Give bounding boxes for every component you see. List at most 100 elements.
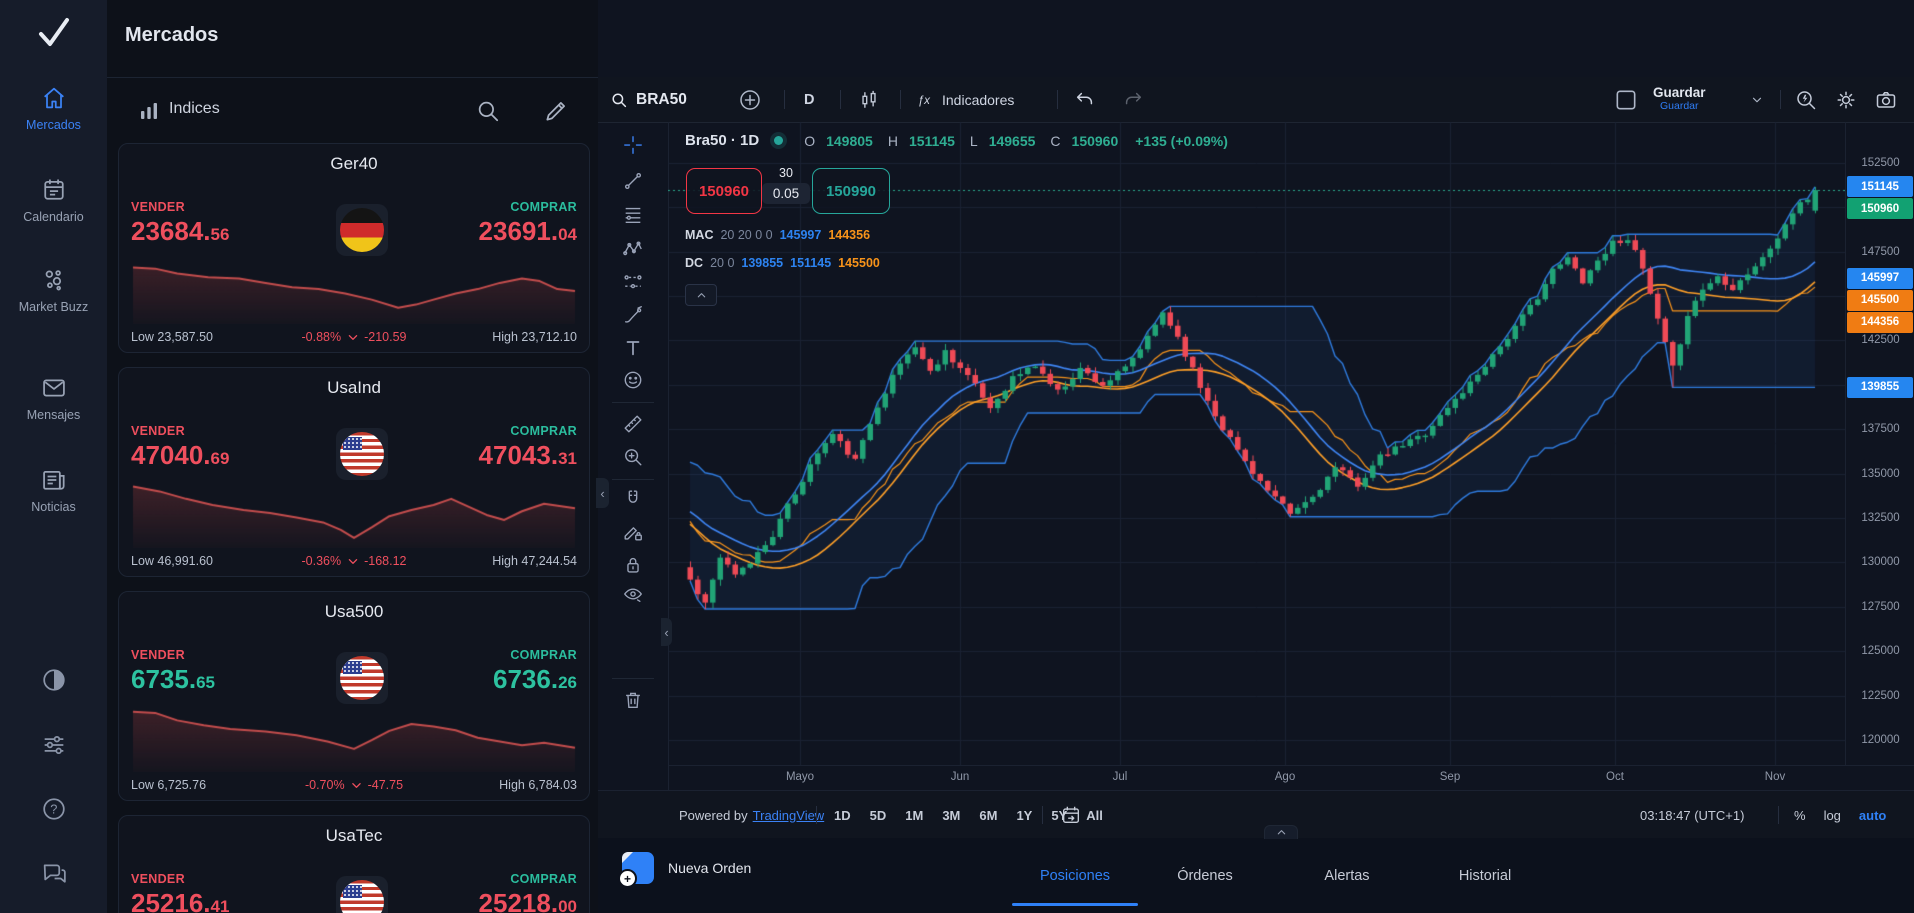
zoomin-tool-icon[interactable] xyxy=(622,446,644,468)
tab-historial[interactable]: Historial xyxy=(1458,868,1512,884)
sell-price: 6735.65 xyxy=(131,664,215,694)
indicators-button[interactable]: ƒx Indicadores xyxy=(916,77,1015,122)
editlock-tool-icon[interactable] xyxy=(622,521,644,543)
contrast-icon[interactable] xyxy=(40,666,68,694)
search-icon[interactable] xyxy=(475,98,501,124)
save-sub-label: Guardar xyxy=(1660,100,1699,113)
new-order-button[interactable]: + Nueva Orden xyxy=(618,852,751,888)
interval-button[interactable]: D xyxy=(804,77,814,122)
tradingview-link[interactable]: TradingView xyxy=(752,807,825,823)
markets-header: Mercados xyxy=(107,0,598,78)
range-1y[interactable]: 1Y xyxy=(1016,807,1033,823)
chart-legend[interactable]: Bra50 · 1D O 149805 H 151145 L 149655 C 1509… xyxy=(685,132,1228,149)
goto-date-button[interactable] xyxy=(1060,791,1082,839)
help-icon[interactable]: ? xyxy=(40,795,68,823)
collapse-drawbar-handle[interactable]: ‹ xyxy=(661,618,672,646)
compare-add-button[interactable] xyxy=(738,77,762,122)
sidebar-item-market-buzz[interactable]: Market Buzz xyxy=(0,266,107,316)
toolbar-divider xyxy=(612,402,654,403)
sell-label: VENDER xyxy=(131,200,185,214)
de-flag-icon xyxy=(340,208,384,252)
sell-button[interactable]: 150960 xyxy=(686,168,762,215)
padlock-tool-icon[interactable] xyxy=(622,554,644,576)
buy-quote[interactable]: COMPRAR 47043.31 xyxy=(479,424,577,471)
sell-quote[interactable]: VENDER 47040.69 xyxy=(131,424,229,471)
save-menu-button[interactable] xyxy=(1750,77,1764,122)
symbol-search-button[interactable]: BRA50 xyxy=(610,77,687,122)
tab-ordenes[interactable]: Órdenes xyxy=(1177,868,1233,884)
buy-quote[interactable]: COMPRAR 25218.00 xyxy=(479,872,577,913)
sell-quote[interactable]: VENDER 25216.41 xyxy=(131,872,229,913)
layout-button[interactable] xyxy=(1613,77,1639,122)
sliders-icon[interactable] xyxy=(40,731,68,759)
eye-tool-icon[interactable] xyxy=(622,583,644,605)
undo-button[interactable] xyxy=(1074,77,1096,122)
markets-panel: Mercados Indices Ger40 VENDER 23684.56 COMP… xyxy=(107,0,599,913)
indices-section-row[interactable]: Indices xyxy=(107,92,598,130)
pattern-tool-icon[interactable] xyxy=(622,238,644,260)
range-1d[interactable]: 1D xyxy=(834,807,851,823)
ruler-tool-icon[interactable] xyxy=(622,413,644,435)
brush-tool-icon[interactable] xyxy=(622,304,644,326)
range-3m[interactable]: 3M xyxy=(942,807,961,823)
auto-toggle[interactable]: auto xyxy=(1858,807,1887,823)
range-6m[interactable]: 6M xyxy=(979,807,998,823)
chart-plot: Bra50 · 1D O 149805 H 151145 L 149655 C 1509… xyxy=(668,122,1845,765)
news-icon xyxy=(40,466,68,494)
crosshair-tool-icon[interactable] xyxy=(622,134,644,156)
chat-icon[interactable] xyxy=(40,859,68,887)
market-card-ger40[interactable]: Ger40 VENDER 23684.56 COMPRAR 23691.04 Low 23… xyxy=(118,143,590,353)
buy-label: COMPRAR xyxy=(510,872,577,886)
percent-toggle[interactable]: % xyxy=(1794,807,1806,823)
app-logo[interactable] xyxy=(33,12,75,54)
magnet-tool-icon[interactable] xyxy=(622,488,644,510)
market-card-usatec[interactable]: UsaTec VENDER 25216.41 COMPRAR 25218.00 xyxy=(118,815,590,913)
redo-arrow-icon xyxy=(1125,92,1142,104)
collapse-watchlist-handle[interactable]: ‹ xyxy=(596,478,609,508)
orderbar-collapse-button[interactable] xyxy=(1264,825,1298,839)
sell-quote[interactable]: VENDER 23684.56 xyxy=(131,200,229,247)
trash-tool-icon[interactable] xyxy=(622,689,644,711)
tab-alertas[interactable]: Alertas xyxy=(1324,868,1370,884)
pencil-icon[interactable] xyxy=(543,98,569,124)
save-button[interactable]: Guardar Guardar xyxy=(1653,77,1706,122)
text-tool-icon[interactable] xyxy=(622,337,644,359)
market-card-usaind[interactable]: UsaInd VENDER 47040.69 COMPRAR 47043.31 Low 4… xyxy=(118,367,590,577)
buy-quote[interactable]: COMPRAR 6736.26 xyxy=(493,648,577,695)
legend-collapse-button[interactable] xyxy=(685,284,717,306)
indicator-row-mac[interactable]: MAC 20 20 0 0 145997 144356 xyxy=(685,228,871,242)
position-tool-icon[interactable] xyxy=(622,271,644,293)
sell-quote[interactable]: VENDER 6735.65 xyxy=(131,648,215,695)
clock[interactable]: 03:18:47 (UTC+1) xyxy=(1640,807,1745,823)
settings-button[interactable] xyxy=(1834,77,1858,122)
range-1m[interactable]: 1M xyxy=(905,807,924,823)
redo-button[interactable] xyxy=(1122,77,1144,122)
range-all[interactable]: All xyxy=(1086,807,1103,823)
svg-text:ƒx: ƒx xyxy=(918,94,931,107)
price-axis[interactable]: 1525001500001475001425001375001350001325… xyxy=(1845,122,1914,765)
buy-quote[interactable]: COMPRAR 23691.04 xyxy=(479,200,577,247)
buy-button[interactable]: 150990 xyxy=(812,168,890,215)
buy-price: 150990 xyxy=(825,182,877,200)
quick-search-button[interactable] xyxy=(1794,77,1818,122)
snapshot-button[interactable] xyxy=(1874,77,1898,122)
tab-posiciones[interactable]: Posiciones xyxy=(1039,868,1111,884)
smiley-tool-icon[interactable] xyxy=(622,369,644,391)
market-card-usa500[interactable]: Usa500 VENDER 6735.65 COMPRAR 6736.26 Low 6,7… xyxy=(118,591,590,801)
trend-tool-icon[interactable] xyxy=(622,170,644,192)
log-toggle[interactable]: log xyxy=(1823,807,1841,823)
sidebar-item-noticias[interactable]: Noticias xyxy=(0,466,107,516)
fib-tool-icon[interactable] xyxy=(622,204,644,226)
range-5d[interactable]: 5D xyxy=(869,807,887,823)
candlestick-chart-canvas[interactable] xyxy=(668,122,1845,765)
lightning-loupe-icon xyxy=(1797,90,1816,109)
sidebar-item-mensajes[interactable]: Mensajes xyxy=(0,374,107,424)
indicator-row-dc[interactable]: DC 20 0 139855 151145 145500 xyxy=(685,256,880,270)
sidebar-item-mercados[interactable]: Mercados xyxy=(0,84,107,134)
sidebar-item-calendario[interactable]: Calendario xyxy=(0,176,107,226)
time-axis[interactable]: Mayo Jun Jul Ago Sep Oct Nov xyxy=(668,765,1914,791)
toolbar-divider xyxy=(784,90,785,109)
chart-style-button[interactable] xyxy=(858,77,880,122)
active-tab-underline xyxy=(1012,903,1138,906)
sparkline-chart xyxy=(131,474,577,548)
